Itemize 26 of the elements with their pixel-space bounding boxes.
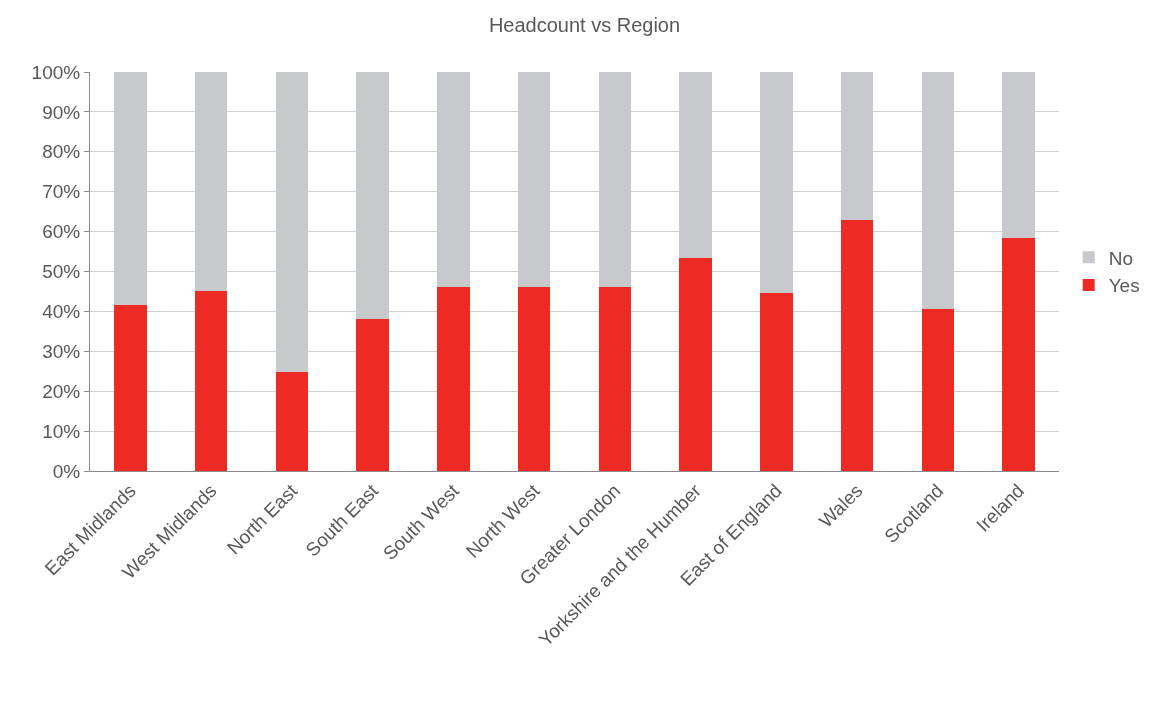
- bar: [114, 305, 147, 471]
- y-tick-label: 40%: [42, 301, 81, 323]
- bar: [194, 290, 228, 471]
- bar: [760, 293, 793, 471]
- y-tick-label: 60%: [42, 221, 81, 243]
- legend-label: Yes: [1108, 275, 1140, 297]
- y-tick-label: 80%: [42, 141, 81, 163]
- y-tick-label: 10%: [42, 420, 81, 442]
- bar: [921, 308, 955, 471]
- bar: [840, 219, 874, 471]
- bar: [679, 258, 712, 471]
- y-tick-label: 70%: [42, 181, 81, 203]
- y-tick-label: 50%: [42, 261, 81, 283]
- bar: [437, 287, 470, 471]
- bar: [598, 286, 632, 471]
- y-tick-label: 90%: [42, 101, 81, 123]
- chart-title: Headcount vs Region: [488, 13, 681, 36]
- bar: [356, 318, 389, 471]
- y-tick-label: 100%: [31, 61, 81, 83]
- legend-label: No: [1108, 247, 1133, 269]
- bar: [1002, 237, 1035, 471]
- y-tick-label: 20%: [42, 380, 81, 402]
- y-tick-label: 30%: [42, 340, 81, 362]
- y-tick-label: 0%: [52, 460, 81, 482]
- bar: [275, 371, 309, 471]
- bar: [517, 287, 551, 471]
